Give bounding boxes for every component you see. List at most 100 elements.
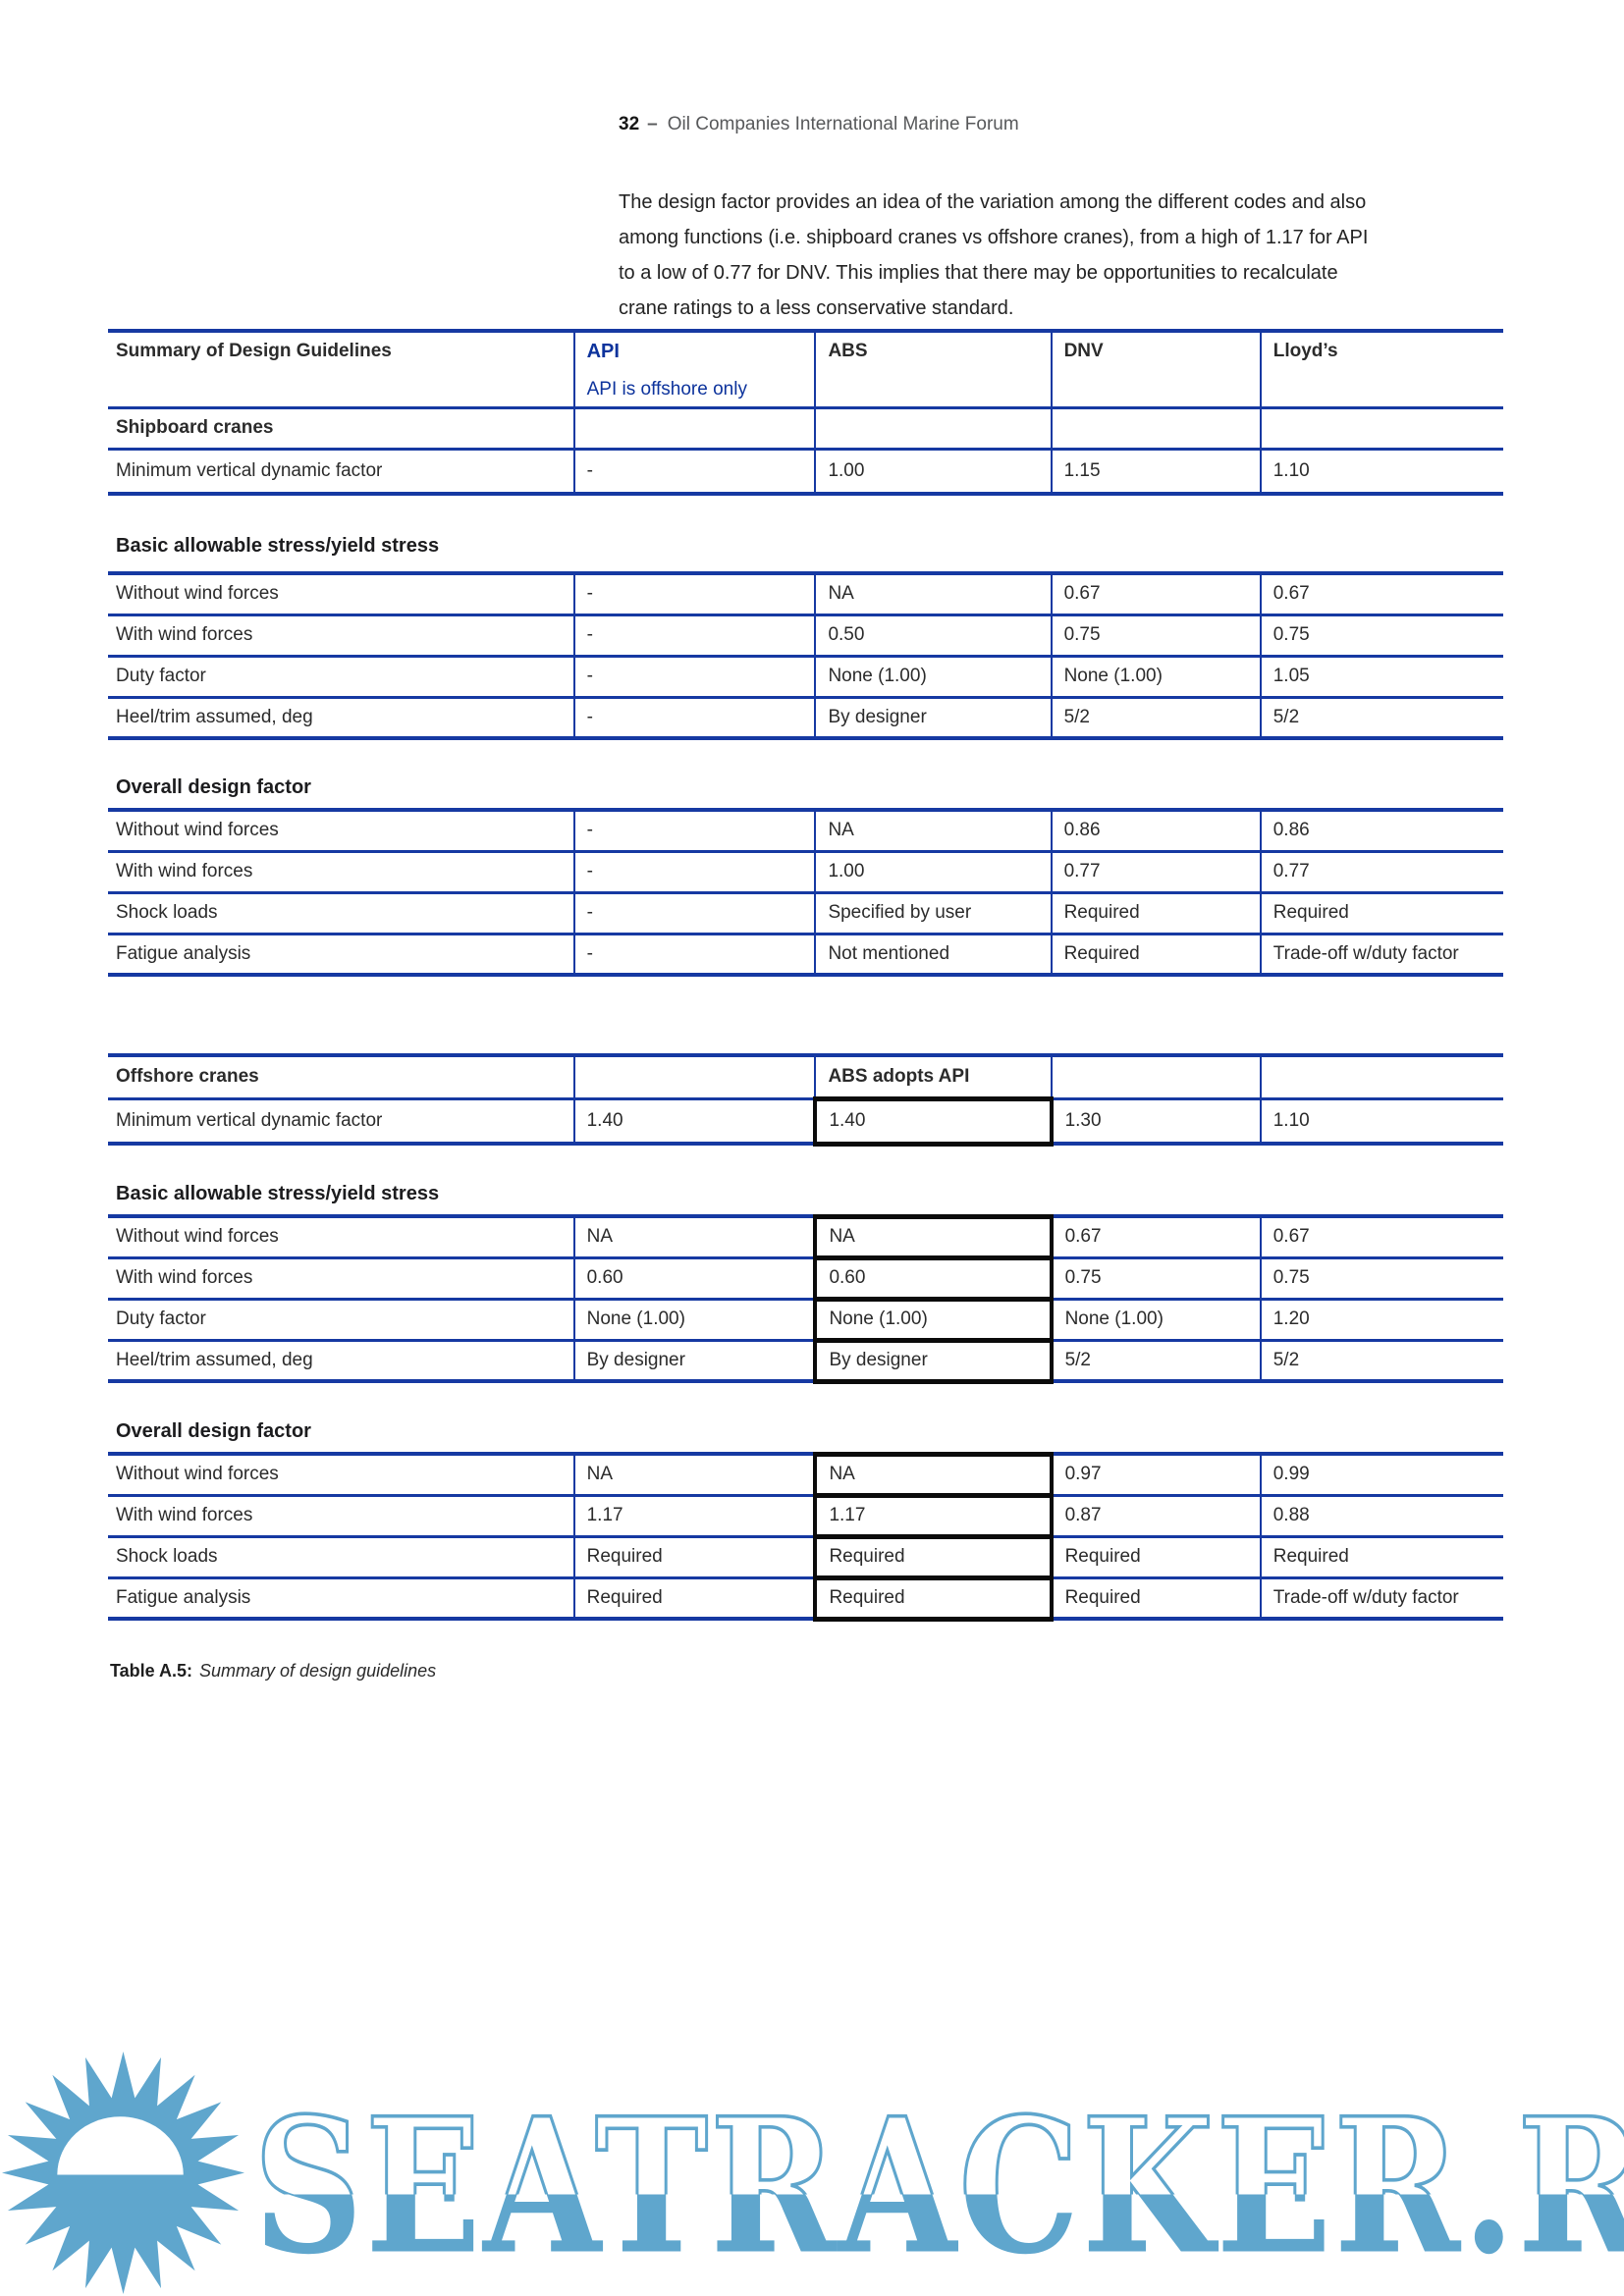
watermark-text-outline: SEATRACKER.RU — [253, 2076, 1624, 2296]
cell-value: Trade-off w/duty factor — [1259, 932, 1503, 977]
empty-cell — [1050, 1053, 1261, 1098]
table-caption: Table A.5: Summary of design guidelines — [108, 1661, 1503, 1682]
column-header-dnv: DNV — [1050, 329, 1261, 407]
row-label: Fatigue analysis — [108, 932, 574, 977]
row-label: Fatigue analysis — [108, 1575, 574, 1621]
intro-line: The design factor provides an idea of th… — [619, 191, 1367, 213]
table-row: Duty factor - None (1.00) None (1.00) 1.… — [108, 654, 1503, 697]
cell-value: 0.67 — [1050, 1214, 1261, 1257]
cell-value: 0.86 — [1050, 808, 1261, 851]
offshore-header-table: Offshore cranes ABS adopts API Minimum v… — [108, 1053, 1503, 1147]
watermark-text-solid: SEATRACKER.RU — [253, 2076, 1624, 2296]
empty-cell — [1259, 405, 1503, 449]
api-note: API is offshore only — [586, 379, 747, 400]
cell-value: - — [572, 932, 816, 977]
cell-value-highlighted: 0.60 — [813, 1255, 1054, 1299]
sub-heading-basic-stress: Basic allowable stress/yield stress — [116, 535, 440, 557]
cell-value: Required — [1050, 1575, 1261, 1621]
empty-cell — [572, 405, 816, 449]
shipboard-basic-table: Without wind forces - NA 0.67 0.67 With … — [108, 571, 1503, 740]
cell-value: Specified by user — [814, 890, 1052, 934]
table-row: Heel/trim assumed, deg - By designer 5/2… — [108, 695, 1503, 740]
row-label: Minimum vertical dynamic factor — [108, 1096, 574, 1146]
cell-value: NA — [572, 1452, 816, 1495]
table-row: Shock loads - Specified by user Required… — [108, 890, 1503, 934]
offshore-basic-table: Without wind forces NA NA 0.67 0.67 With… — [108, 1213, 1503, 1384]
cell-value: 1.05 — [1259, 654, 1503, 697]
cell-value-highlighted: 1.40 — [813, 1095, 1054, 1147]
cell-value-highlighted: NA — [813, 1213, 1054, 1257]
column-header-summary: Summary of Design Guidelines — [108, 329, 574, 407]
watermark-text: SEATRACKER.RU SEATRACKER.RU — [253, 2086, 1624, 2286]
table-row: With wind forces - 0.50 0.75 0.75 — [108, 613, 1503, 656]
page-number: 32 — [619, 114, 640, 134]
empty-cell — [1050, 405, 1261, 449]
row-label: Heel/trim assumed, deg — [108, 695, 574, 740]
cell-value: 1.40 — [572, 1096, 816, 1146]
cell-value-highlighted: None (1.00) — [813, 1296, 1054, 1340]
page-header: 32– Oil Companies International Marine Fo… — [619, 114, 1019, 135]
cell-value: Required — [1050, 1534, 1261, 1577]
table-row: Without wind forces - NA 0.67 0.67 — [108, 571, 1503, 614]
row-label: Shock loads — [108, 890, 574, 934]
cell-value: None (1.00) — [1050, 654, 1261, 697]
cell-value: 0.86 — [1259, 808, 1503, 851]
shipboard-overall-table: Without wind forces - NA 0.86 0.86 With … — [108, 808, 1503, 977]
cell-value: 1.00 — [814, 447, 1052, 496]
cell-value: 1.10 — [1259, 447, 1503, 496]
cell-value: 0.75 — [1259, 613, 1503, 656]
cell-value: - — [572, 695, 816, 740]
cell-value: Required — [1050, 890, 1261, 934]
caption-label: Table A.5: — [110, 1660, 193, 1681]
table-row: Without wind forces NA NA 0.97 0.99 — [108, 1451, 1503, 1495]
sub-heading-overall-factor: Overall design factor — [116, 776, 311, 798]
cell-value: Trade-off w/duty factor — [1259, 1575, 1503, 1621]
cell-value: 0.97 — [1050, 1452, 1261, 1495]
cell-value: NA — [572, 1214, 816, 1257]
section-row-shipboard: Shipboard cranes — [108, 405, 1503, 449]
table-row: Without wind forces - NA 0.86 0.86 — [108, 808, 1503, 851]
row-label: Without wind forces — [108, 808, 574, 851]
table-row: With wind forces 0.60 0.60 0.75 0.75 — [108, 1255, 1503, 1299]
table-header-row: Summary of Design Guidelines API API is … — [108, 329, 1503, 407]
empty-cell — [572, 1053, 816, 1098]
intro-line: crane ratings to a less conservative sta… — [619, 297, 1014, 319]
table-row: Heel/trim assumed, deg By designer By de… — [108, 1337, 1503, 1384]
cell-value: Required — [1050, 932, 1261, 977]
cell-value: 1.00 — [814, 849, 1052, 892]
cell-value: 0.77 — [1050, 849, 1261, 892]
cell-value: 0.75 — [1050, 613, 1261, 656]
row-label: With wind forces — [108, 613, 574, 656]
table-row: Fatigue analysis - Not mentioned Require… — [108, 932, 1503, 977]
sub-heading-overall-factor-offshore: Overall design factor — [116, 1419, 311, 1442]
row-label: Without wind forces — [108, 1214, 574, 1257]
cell-value: By designer — [814, 695, 1052, 740]
cell-value: 1.20 — [1259, 1297, 1503, 1340]
cell-value-highlighted: Required — [813, 1575, 1054, 1622]
cell-value: 5/2 — [1050, 695, 1261, 740]
table-row: With wind forces 1.17 1.17 0.87 0.88 — [108, 1492, 1503, 1536]
section-label: Offshore cranes — [108, 1053, 574, 1098]
table-row: Duty factor None (1.00) None (1.00) None… — [108, 1296, 1503, 1340]
section-row-offshore: Offshore cranes ABS adopts API — [108, 1053, 1503, 1098]
cell-value: - — [572, 808, 816, 851]
table-row: Fatigue analysis Required Required Requi… — [108, 1575, 1503, 1622]
cell-value: NA — [814, 808, 1052, 851]
table-row: Minimum vertical dynamic factor - 1.00 1… — [108, 447, 1503, 496]
column-header-abs: ABS — [814, 329, 1052, 407]
caption-text: Summary of design guidelines — [199, 1660, 437, 1681]
cell-value: - — [572, 890, 816, 934]
row-label: With wind forces — [108, 1255, 574, 1299]
watermark: SEATRACKER.RU SEATRACKER.RU — [0, 2042, 1624, 2296]
cell-value: 0.77 — [1259, 849, 1503, 892]
empty-cell — [814, 405, 1052, 449]
cell-value: Required — [572, 1534, 816, 1577]
cell-value: 1.15 — [1050, 447, 1261, 496]
cell-value-highlighted: By designer — [813, 1337, 1054, 1384]
cell-value-highlighted: NA — [813, 1451, 1054, 1495]
cell-value: Required — [1259, 1534, 1503, 1577]
cell-value: 1.30 — [1050, 1096, 1261, 1146]
row-label: With wind forces — [108, 1493, 574, 1536]
cell-value: 0.75 — [1050, 1255, 1261, 1299]
intro-line: among functions (i.e. shipboard cranes v… — [619, 227, 1369, 248]
